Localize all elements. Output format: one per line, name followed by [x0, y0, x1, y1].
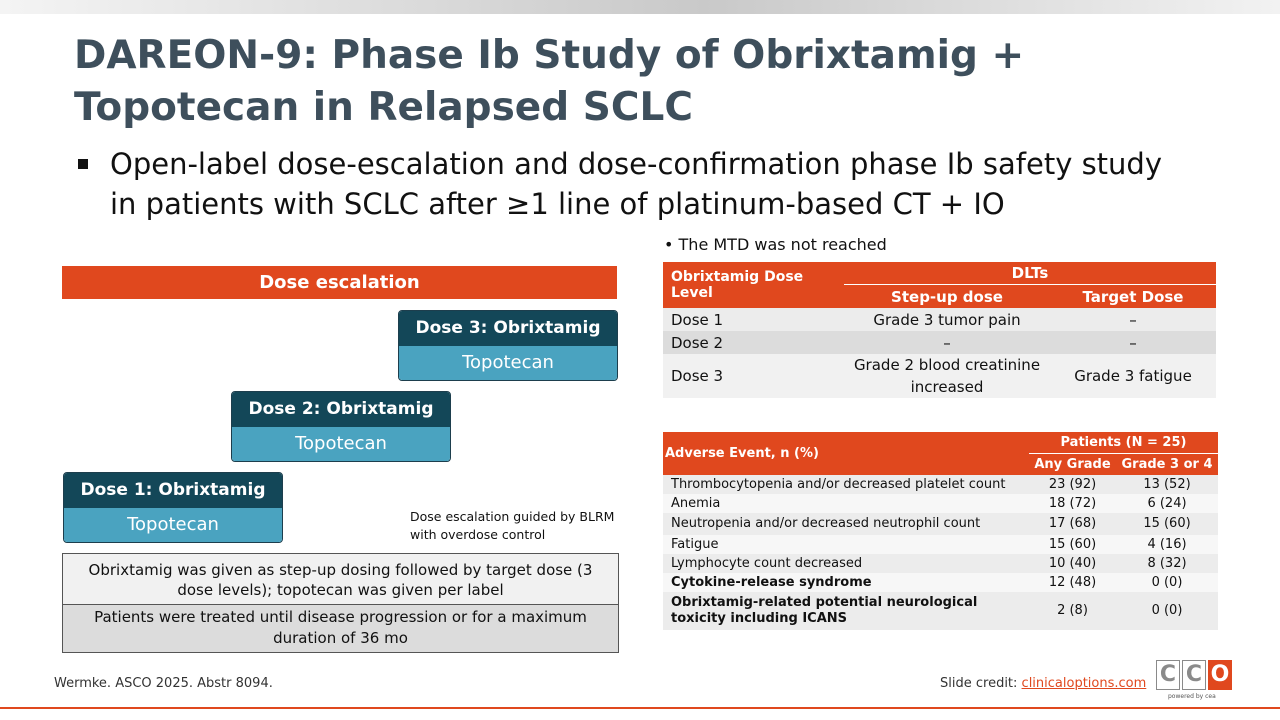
- bullet-square-icon: [78, 159, 88, 169]
- table-row: Obrixtamig-related potential neurologica…: [663, 592, 1218, 630]
- slide-title: DAREON-9: Phase Ib Study of Obrixtamig +…: [74, 33, 1025, 130]
- ae-event: Anemia: [663, 494, 1029, 513]
- dose-3-label: Dose 3: Obrixtamig: [399, 311, 617, 346]
- dlt-level: Dose 2: [663, 331, 844, 354]
- slide-credit: Slide credit: clinicaloptions.com: [940, 676, 1146, 691]
- bottom-accent-line: [0, 707, 1280, 709]
- ae-subheader-g34: Grade 3 or 4: [1116, 453, 1218, 475]
- dlt-stepup: Grade 3 tumor pain: [844, 308, 1050, 331]
- clinicaloptions-link[interactable]: clinicaloptions.com: [1021, 676, 1147, 691]
- ae-event: Fatigue: [663, 535, 1029, 554]
- ae-g34: 4 (16): [1116, 535, 1218, 554]
- ae-event: Thrombocytopenia and/or decreased platel…: [663, 475, 1029, 494]
- dlt-target: –: [1050, 308, 1216, 331]
- logo-letter-o: O: [1208, 660, 1232, 690]
- dose-3-block: Dose 3: Obrixtamig Topotecan: [398, 310, 618, 381]
- dlt-level: Dose 3: [663, 354, 844, 398]
- dlt-group-header: DLTs: [844, 262, 1216, 285]
- table-row: Neutropenia and/or decreased neutrophil …: [663, 513, 1218, 535]
- citation: Wermke. ASCO 2025. Abstr 8094.: [54, 676, 273, 691]
- dose-2-block: Dose 2: Obrixtamig Topotecan: [231, 391, 451, 462]
- treatment-info-box: Obrixtamig was given as step-up dosing f…: [62, 553, 619, 653]
- ae-any: 15 (60): [1029, 535, 1116, 554]
- dlt-subheader-stepup: Step-up dose: [844, 284, 1050, 308]
- ae-subheader-any: Any Grade: [1029, 453, 1116, 475]
- table-row: Dose 1 Grade 3 tumor pain –: [663, 308, 1216, 331]
- ae-any: 10 (40): [1029, 554, 1116, 573]
- table-row: Lymphocyte count decreased 10 (40) 8 (32…: [663, 554, 1218, 573]
- mtd-note: • The MTD was not reached: [664, 235, 887, 254]
- table-row: Dose 3 Grade 2 blood creatinine increase…: [663, 354, 1216, 398]
- top-gradient-bar: [0, 0, 1280, 14]
- dlt-target: Grade 3 fatigue: [1050, 354, 1216, 398]
- ae-g34: 13 (52): [1116, 475, 1218, 494]
- dlt-stepup: Grade 2 blood creatinine increased: [844, 354, 1050, 398]
- dose-1-block: Dose 1: Obrixtamig Topotecan: [63, 472, 283, 543]
- mtd-note-text: The MTD was not reached: [678, 235, 887, 254]
- dose-3-topotecan: Topotecan: [399, 346, 617, 380]
- ae-g34: 8 (32): [1116, 554, 1218, 573]
- ae-g34: 15 (60): [1116, 513, 1218, 535]
- ae-g34: 0 (0): [1116, 573, 1218, 592]
- dose-1-label: Dose 1: Obrixtamig: [64, 473, 282, 508]
- intro-bullet: Open-label dose-escalation and dose-conf…: [74, 144, 1174, 224]
- table-row: Fatigue 15 (60) 4 (16): [663, 535, 1218, 554]
- logo-letter-c1: C: [1156, 660, 1180, 690]
- intro-bullet-text: Open-label dose-escalation and dose-conf…: [110, 147, 1163, 221]
- logo-tagline: powered by cea: [1168, 693, 1216, 700]
- dlt-stepup: –: [844, 331, 1050, 354]
- table-row: Cytokine-release syndrome 12 (48) 0 (0): [663, 573, 1218, 592]
- ae-col-label: Adverse Event, n (%): [663, 432, 1029, 475]
- ae-event: Lymphocyte count decreased: [663, 554, 1029, 573]
- escalation-note: Dose escalation guided by BLRM with over…: [410, 509, 615, 542]
- dose-2-topotecan: Topotecan: [232, 427, 450, 461]
- dlt-target: –: [1050, 331, 1216, 354]
- table-row: Anemia 18 (72) 6 (24): [663, 494, 1218, 513]
- ae-event: Cytokine-release syndrome: [663, 573, 1029, 592]
- dlt-col-label: Obrixtamig Dose Level: [663, 262, 844, 308]
- ae-any: 18 (72): [1029, 494, 1116, 513]
- logo-letter-c2: C: [1182, 660, 1206, 690]
- table-row: Dose 2 – –: [663, 331, 1216, 354]
- treatment-info-row-1: Obrixtamig was given as step-up dosing f…: [63, 554, 618, 605]
- dlt-level: Dose 1: [663, 308, 844, 331]
- ae-g34: 6 (24): [1116, 494, 1218, 513]
- ae-any: 12 (48): [1029, 573, 1116, 592]
- ae-any: 2 (8): [1029, 592, 1116, 630]
- ae-g34: 0 (0): [1116, 592, 1218, 630]
- dose-escalation-header: Dose escalation: [62, 266, 617, 299]
- dlt-subheader-target: Target Dose: [1050, 284, 1216, 308]
- table-row: Thrombocytopenia and/or decreased platel…: [663, 475, 1218, 494]
- slide-credit-label: Slide credit:: [940, 676, 1022, 691]
- ae-any: 17 (68): [1029, 513, 1116, 535]
- treatment-info-row-2: Patients were treated until disease prog…: [63, 605, 618, 652]
- ae-event: Obrixtamig-related potential neurologica…: [663, 592, 1029, 630]
- adverse-events-table: Adverse Event, n (%) Patients (N = 25) A…: [663, 432, 1218, 630]
- dose-1-topotecan: Topotecan: [64, 508, 282, 542]
- ae-any: 23 (92): [1029, 475, 1116, 494]
- dlt-table: Obrixtamig Dose Level DLTs Step-up dose …: [663, 262, 1216, 398]
- cco-logo: C C O powered by cea: [1156, 660, 1234, 706]
- dose-2-label: Dose 2: Obrixtamig: [232, 392, 450, 427]
- ae-group-header: Patients (N = 25): [1029, 432, 1218, 454]
- ae-event: Neutropenia and/or decreased neutrophil …: [663, 513, 1029, 535]
